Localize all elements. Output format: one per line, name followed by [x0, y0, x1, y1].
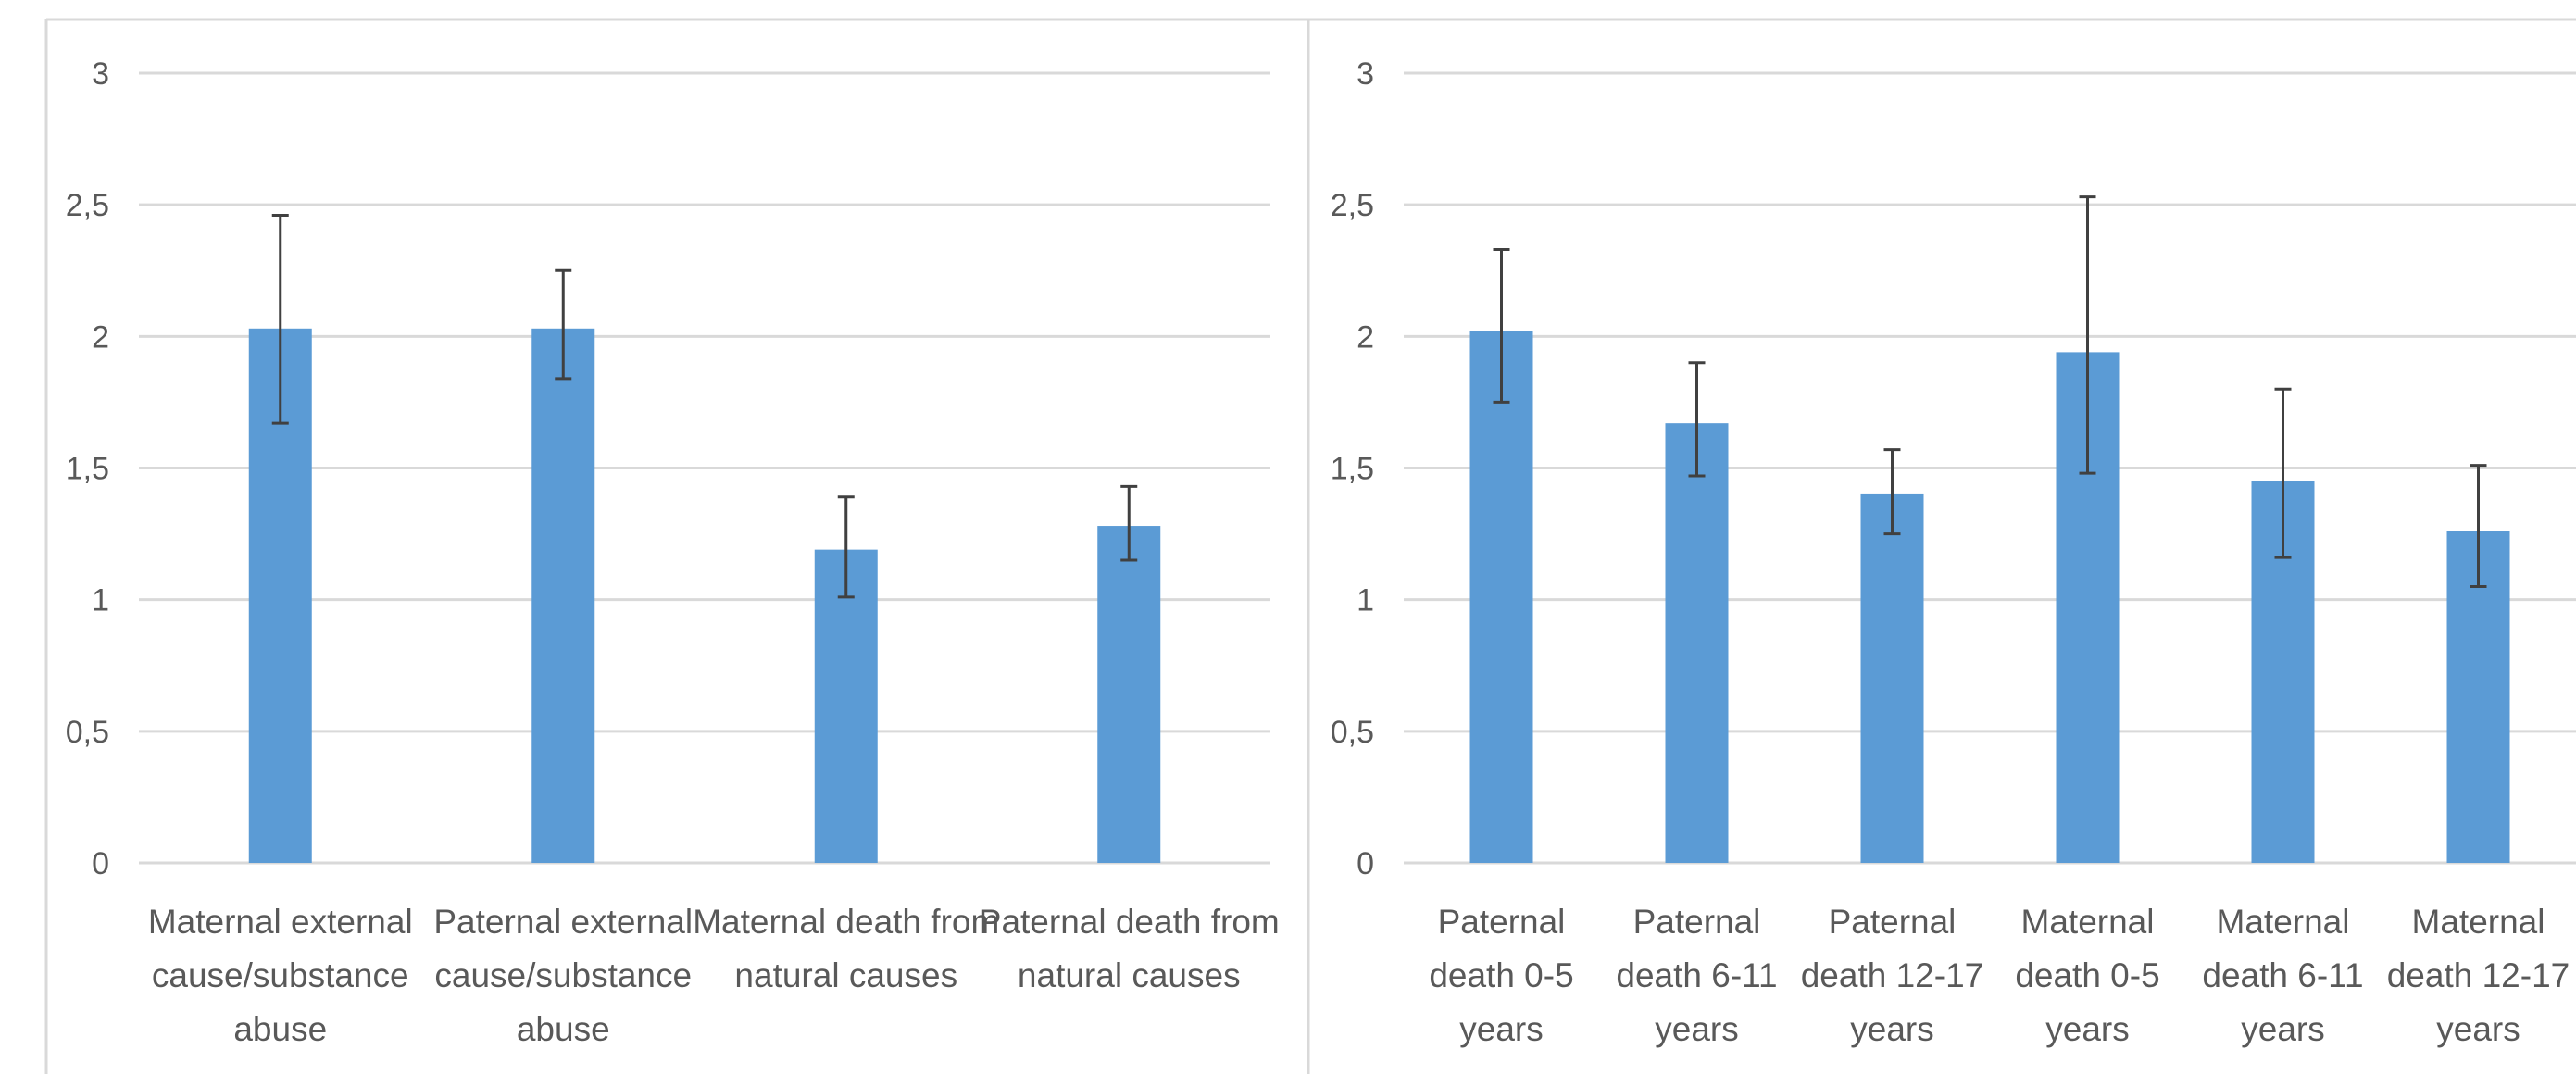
bar [1665, 423, 1729, 863]
x-category-label: Maternal external cause/substance abuse [148, 903, 413, 1048]
x-category-label: Maternal death 12-17 years [2387, 903, 2570, 1048]
x-category-label: Paternal death 12-17 years [1801, 903, 1984, 1048]
y-tick-label: 2 [92, 319, 109, 355]
y-tick-label: 0 [1357, 846, 1374, 881]
y-tick-label: 2,5 [1331, 188, 1374, 223]
x-category-label: Maternal death from natural causes [693, 903, 999, 994]
y-tick-label: 0,5 [66, 715, 109, 750]
x-category-label: Maternal death 6-11 years [2202, 903, 2363, 1048]
x-category-label: Paternal death 0-5 years [1429, 903, 1573, 1048]
y-tick-label: 0 [92, 846, 109, 881]
x-category-label: Paternal death 6-11 years [1616, 903, 1777, 1048]
y-tick-label: 2 [1357, 319, 1374, 355]
y-tick-label: 0,5 [1331, 715, 1374, 750]
y-tick-label: 3 [92, 56, 109, 92]
y-tick-label: 1 [92, 583, 109, 618]
x-category-label: Paternal external cause/substance abuse [433, 903, 693, 1048]
bar [814, 549, 878, 863]
y-tick-label: 2,5 [66, 188, 109, 223]
x-category-label: Paternal death from natural causes [979, 903, 1280, 994]
bar [531, 328, 595, 863]
bar [1860, 493, 1924, 863]
y-tick-label: 1,5 [66, 452, 109, 487]
y-tick-label: 3 [1357, 56, 1374, 92]
bar [1097, 526, 1161, 863]
left-bar-chart: 0 0,5 1 1,5 2 2,5 3 Maternal external cause/subs… [66, 56, 1280, 1048]
right-bar-chart: 0 0,5 1 1,5 2 2,5 3 Paternal death 0-5 years Pater… [1331, 56, 2576, 1048]
bar [1469, 331, 1533, 863]
y-tick-label: 1 [1357, 583, 1374, 618]
x-category-label: Maternal death 0-5 years [2015, 903, 2159, 1048]
y-tick-label: 1,5 [1331, 452, 1374, 487]
